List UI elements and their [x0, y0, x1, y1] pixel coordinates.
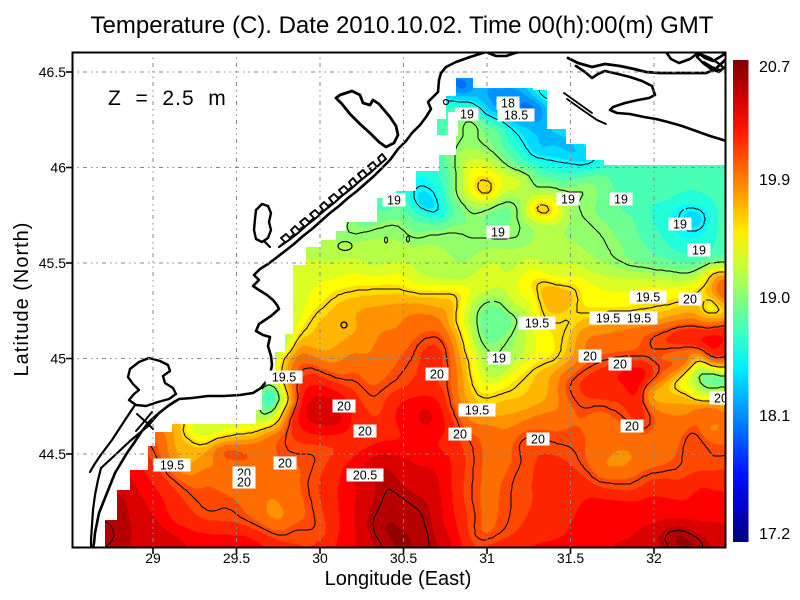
svg-text:Latitude (North): Latitude (North) [11, 222, 33, 377]
svg-text:19: 19 [673, 218, 687, 232]
svg-text:20: 20 [714, 392, 728, 406]
svg-text:30.5: 30.5 [390, 550, 417, 566]
svg-text:19.9: 19.9 [759, 172, 790, 189]
svg-text:19: 19 [460, 108, 474, 122]
svg-text:19.0: 19.0 [759, 290, 790, 307]
svg-text:18.5: 18.5 [504, 109, 528, 123]
svg-text:19: 19 [561, 193, 575, 207]
svg-text:19: 19 [692, 244, 706, 258]
svg-text:20: 20 [625, 420, 639, 434]
svg-text:19: 19 [387, 194, 401, 208]
svg-text:20: 20 [358, 425, 372, 439]
svg-text:46: 46 [50, 160, 66, 176]
svg-text:19: 19 [614, 193, 628, 207]
svg-text:20.7: 20.7 [759, 59, 790, 76]
svg-text:19.5: 19.5 [636, 291, 660, 305]
svg-text:20.5: 20.5 [353, 469, 377, 483]
svg-text:18.1: 18.1 [759, 408, 790, 425]
svg-text:Longitude (East): Longitude (East) [325, 568, 472, 590]
svg-text:45.5: 45.5 [39, 255, 66, 271]
svg-text:20: 20 [583, 350, 597, 364]
svg-text:19.5: 19.5 [525, 317, 549, 331]
svg-text:Temperature (C). Date 2010.10.: Temperature (C). Date 2010.10.02. Time 0… [91, 12, 714, 39]
svg-text:19: 19 [491, 226, 505, 240]
svg-text:20: 20 [430, 368, 444, 382]
svg-text:Z = 2.5 m: Z = 2.5 m [108, 87, 227, 110]
svg-text:20: 20 [683, 293, 697, 307]
svg-text:20: 20 [453, 428, 467, 442]
svg-text:30: 30 [312, 550, 328, 566]
svg-text:18: 18 [501, 97, 515, 111]
svg-text:20: 20 [337, 400, 351, 414]
svg-text:31.5: 31.5 [557, 550, 584, 566]
svg-text:19.5: 19.5 [272, 371, 296, 385]
svg-text:29.5: 29.5 [223, 550, 250, 566]
svg-text:44.5: 44.5 [39, 446, 66, 462]
svg-text:19.5: 19.5 [627, 312, 651, 326]
svg-text:31: 31 [479, 550, 495, 566]
svg-text:20: 20 [237, 476, 251, 490]
svg-text:19: 19 [492, 352, 506, 366]
svg-text:45: 45 [50, 351, 66, 367]
svg-text:20: 20 [531, 433, 545, 447]
svg-text:17.2: 17.2 [759, 526, 790, 543]
svg-text:20: 20 [278, 457, 292, 471]
svg-text:19.5: 19.5 [596, 312, 620, 326]
svg-text:19.5: 19.5 [160, 459, 184, 473]
svg-text:20: 20 [613, 358, 627, 372]
svg-text:46.5: 46.5 [39, 64, 66, 80]
svg-text:32: 32 [646, 550, 662, 566]
svg-text:19.5: 19.5 [465, 404, 489, 418]
svg-text:29: 29 [145, 550, 161, 566]
